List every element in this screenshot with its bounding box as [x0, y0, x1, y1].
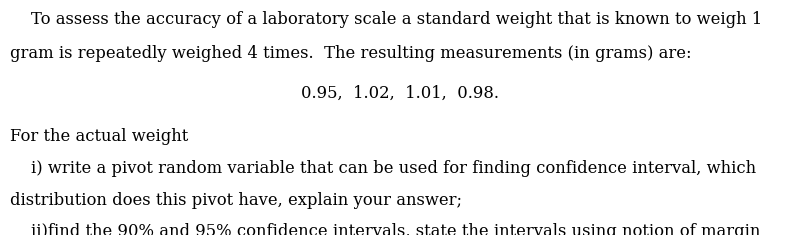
- Text: ii)find the 90% and 95% confidence intervals, state the intervals using notion o: ii)find the 90% and 95% confidence inter…: [10, 223, 760, 235]
- Text: distribution does this pivot have, explain your answer;: distribution does this pivot have, expla…: [10, 192, 462, 208]
- Text: gram is repeatedly weighed 4 times.  The resulting measurements (in grams) are:: gram is repeatedly weighed 4 times. The …: [10, 45, 691, 62]
- Text: 0.95,  1.02,  1.01,  0.98.: 0.95, 1.02, 1.01, 0.98.: [301, 85, 499, 102]
- Text: To assess the accuracy of a laboratory scale a standard weight that is known to : To assess the accuracy of a laboratory s…: [10, 11, 762, 27]
- Text: For the actual weight: For the actual weight: [10, 128, 188, 145]
- Text: i) write a pivot random variable that can be used for finding confidence interva: i) write a pivot random variable that ca…: [10, 160, 756, 177]
